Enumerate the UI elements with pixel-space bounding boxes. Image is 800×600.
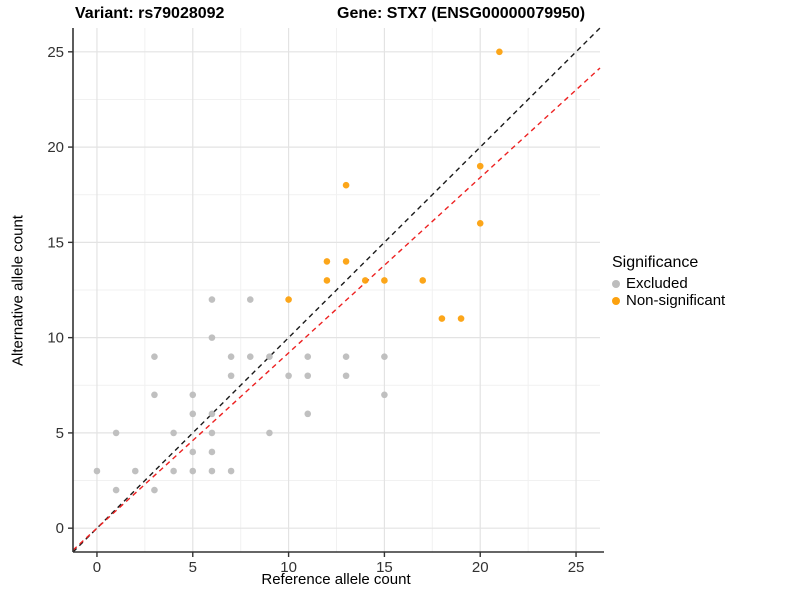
x-tick-label: 5 [189,559,197,576]
x-tick-label: 10 [280,559,297,576]
data-point-excluded [266,429,273,437]
data-point-excluded [189,448,197,456]
variant-title: Variant: rs79028092 [75,5,225,22]
data-point-excluded [208,410,216,418]
x-axis-label: Reference allele count [261,571,411,588]
y-tick-label: 20 [47,139,64,156]
legend-item-label: Non-significant [626,292,726,309]
data-point-excluded [208,296,216,303]
data-point-excluded [151,353,158,360]
data-point-excluded [227,372,235,380]
data-point-excluded [208,334,216,341]
x-tick-label: 15 [376,559,393,576]
data-point-excluded [304,372,312,380]
data-point-excluded [304,410,312,418]
data-point-non-significant [285,296,292,303]
data-point-excluded [189,410,197,418]
gene-title: Gene: STX7 (ENSG00000079950) [337,5,586,22]
y-tick-label: 5 [56,425,64,442]
data-point-excluded [208,448,216,456]
data-point-excluded [304,353,312,360]
data-point-excluded [208,429,216,437]
data-point-excluded [208,467,216,475]
legend-item-excluded: Excluded [612,275,725,292]
legend-title: Significance [612,254,699,271]
data-point-excluded [151,391,158,399]
data-point-non-significant [457,315,465,322]
fit-line [72,67,601,551]
data-point-excluded [246,353,254,360]
data-point-non-significant [323,258,331,265]
data-point-excluded [93,467,101,475]
data-point-excluded [131,467,139,475]
data-point-excluded [342,372,350,380]
data-point-excluded [189,391,197,399]
data-point-non-significant [342,258,350,265]
data-point-excluded [112,486,120,494]
data-point-excluded [112,429,120,437]
data-point-non-significant [419,277,427,284]
data-point-excluded [227,467,235,475]
data-point-excluded [246,296,254,303]
excluded-dot-icon [612,279,620,288]
data-point-non-significant [438,315,446,322]
data-point-non-significant [476,162,484,170]
data-point-non-significant [361,277,369,284]
data-point-excluded [381,353,388,360]
data-point-excluded [151,486,158,494]
data-point-non-significant [496,48,503,56]
data-point-excluded [266,353,273,360]
legend-item-non-significant: Non-significant [612,292,725,309]
y-tick-label: 10 [47,330,64,347]
data-point-excluded [381,391,388,399]
data-point-excluded [227,353,235,360]
data-point-non-significant [342,181,350,189]
data-point-non-significant [476,220,484,227]
x-tick-label: 0 [93,559,101,576]
identity-line [72,27,601,553]
data-point-excluded [170,429,177,437]
data-point-non-significant [381,277,388,284]
legend: Significance Excluded Non-significant [612,254,725,309]
x-tick-label: 25 [568,559,585,576]
data-point-excluded [189,467,197,475]
data-point-excluded [170,467,177,475]
y-tick-label: 0 [56,520,64,537]
non-significant-dot-icon [612,296,620,305]
legend-item-label: Excluded [626,275,688,292]
data-point-excluded [342,353,350,360]
data-point-non-significant [323,277,331,284]
data-point-excluded [285,372,292,380]
x-tick-label: 20 [472,559,489,576]
y-tick-label: 15 [47,234,64,251]
y-tick-label: 25 [47,44,64,61]
